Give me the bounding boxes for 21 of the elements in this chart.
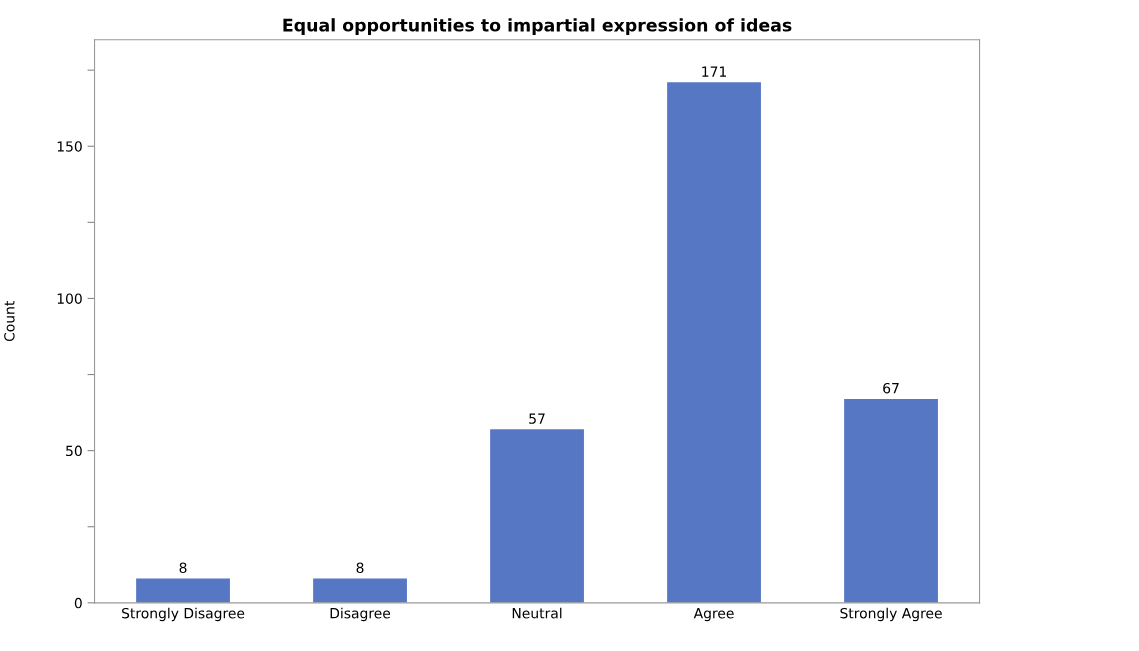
data-label: 8 [179, 562, 187, 574]
x-tick-label: Strongly Agree [840, 607, 942, 622]
y-tick-label: 50 [66, 445, 82, 457]
x-tick-label: Strongly Disagree [122, 607, 245, 622]
bar [313, 578, 407, 603]
data-label: 67 [883, 382, 899, 394]
y-tick-label: 100 [57, 293, 82, 304]
data-label: 171 [702, 66, 727, 77]
x-tick-label: Disagree [330, 607, 391, 622]
bar [667, 82, 761, 603]
data-label: 8 [356, 562, 364, 574]
x-tick-label: Agree [693, 608, 734, 622]
y-tick-label: 0 [74, 597, 82, 609]
bar [844, 398, 938, 603]
y-axis-title: Count [4, 300, 15, 342]
bar [490, 429, 584, 603]
data-label: 57 [529, 413, 545, 424]
chart-title: Equal opportunities to impartial expression of ideas [283, 18, 792, 35]
bar [136, 578, 230, 603]
x-tick-label: Neutral [512, 607, 562, 619]
y-tick-label: 150 [57, 141, 82, 152]
